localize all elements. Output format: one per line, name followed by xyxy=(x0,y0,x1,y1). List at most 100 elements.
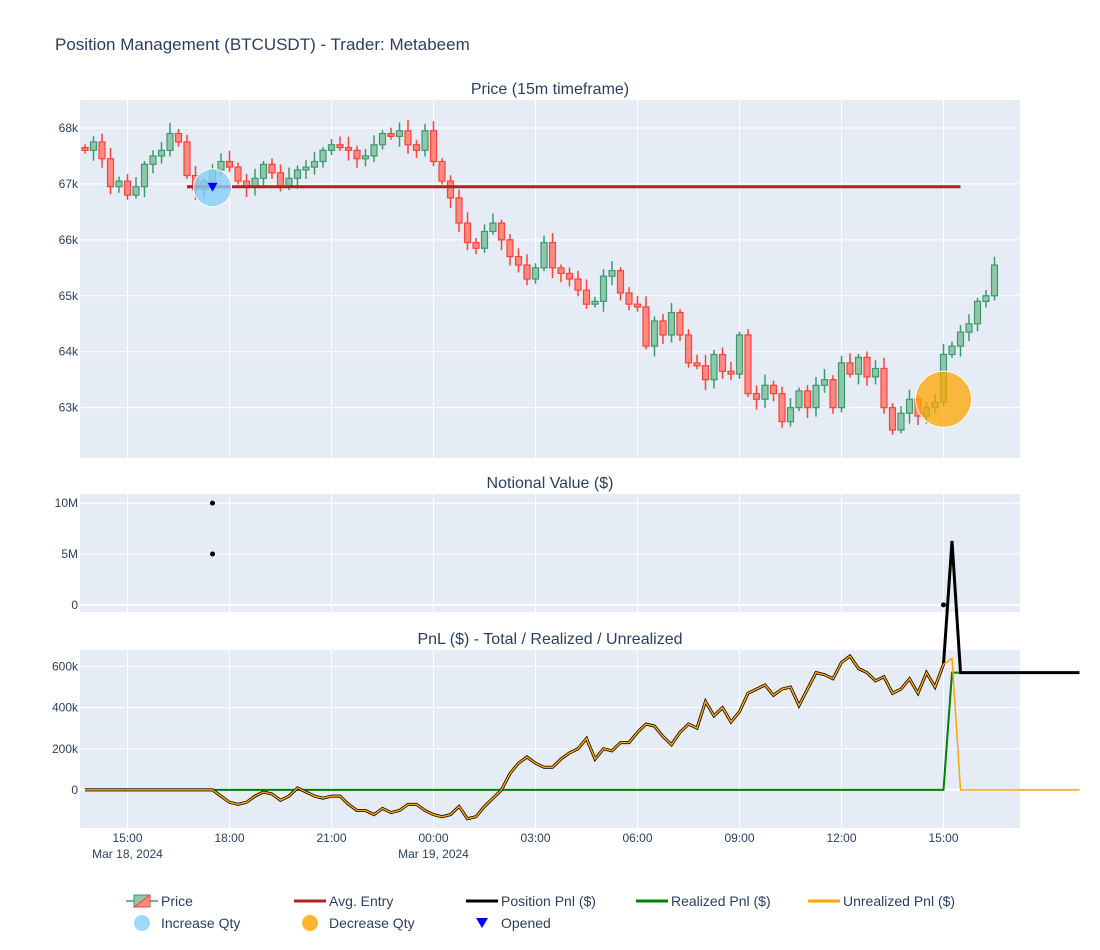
candle[interactable] xyxy=(183,134,191,179)
candle[interactable] xyxy=(871,360,880,385)
candle[interactable] xyxy=(506,234,514,266)
candle[interactable] xyxy=(157,142,166,164)
candle[interactable] xyxy=(778,386,786,428)
candle[interactable] xyxy=(166,122,174,157)
candle[interactable] xyxy=(769,380,778,402)
legend-item[interactable]: Realized Pnl ($) xyxy=(636,893,771,909)
candle[interactable] xyxy=(803,385,812,419)
candle[interactable] xyxy=(956,325,965,357)
candle[interactable] xyxy=(89,136,98,161)
candle[interactable] xyxy=(693,354,701,370)
candle[interactable] xyxy=(81,144,89,154)
candle[interactable] xyxy=(395,122,404,147)
candle[interactable] xyxy=(387,127,395,140)
legend-item[interactable]: Position Pnl ($) xyxy=(466,893,596,909)
notional-point[interactable] xyxy=(210,500,215,506)
candle[interactable] xyxy=(701,354,710,391)
candle[interactable] xyxy=(667,303,676,343)
candle[interactable] xyxy=(98,133,106,168)
candle[interactable] xyxy=(438,158,446,185)
candle[interactable] xyxy=(140,160,149,198)
candle[interactable] xyxy=(820,368,829,393)
candle[interactable] xyxy=(344,136,353,161)
legend-item[interactable]: Opened xyxy=(476,915,551,931)
candle[interactable] xyxy=(625,287,633,311)
candle[interactable] xyxy=(905,389,914,424)
pnl-lines[interactable] xyxy=(85,540,1080,821)
candle[interactable] xyxy=(565,267,574,287)
legend-item[interactable]: Price xyxy=(126,893,193,909)
candle[interactable] xyxy=(752,385,761,410)
candle[interactable] xyxy=(523,254,531,286)
candle[interactable] xyxy=(854,353,863,385)
candle[interactable] xyxy=(633,295,642,312)
candle[interactable] xyxy=(608,261,616,286)
candle[interactable] xyxy=(115,176,123,193)
candle[interactable] xyxy=(897,406,905,434)
candle[interactable] xyxy=(574,270,582,297)
candle[interactable] xyxy=(336,136,344,151)
candle[interactable] xyxy=(710,349,718,389)
candle[interactable] xyxy=(497,219,506,251)
candle[interactable] xyxy=(370,135,378,163)
candle[interactable] xyxy=(591,296,599,308)
candle[interactable] xyxy=(676,309,684,342)
candle[interactable] xyxy=(829,375,837,414)
unrealized-pnl-line[interactable] xyxy=(85,655,1080,820)
candle[interactable] xyxy=(489,213,497,235)
candle[interactable] xyxy=(795,387,803,412)
candle[interactable] xyxy=(225,150,234,172)
candle[interactable] xyxy=(429,121,438,167)
candle[interactable] xyxy=(480,224,489,253)
candle[interactable] xyxy=(557,264,565,283)
candle[interactable] xyxy=(353,145,361,168)
candle[interactable] xyxy=(455,189,463,233)
realized-pnl-line[interactable] xyxy=(85,671,1080,791)
notional-point[interactable] xyxy=(210,551,215,557)
legend-item[interactable]: Avg. Entry xyxy=(294,893,393,909)
candle[interactable] xyxy=(361,148,370,167)
candle[interactable] xyxy=(421,123,429,157)
candle[interactable] xyxy=(863,351,871,386)
candle[interactable] xyxy=(642,296,650,350)
candle[interactable] xyxy=(378,130,387,150)
candle[interactable] xyxy=(548,233,557,279)
candle[interactable] xyxy=(310,152,319,175)
candle[interactable] xyxy=(149,150,157,174)
candle[interactable] xyxy=(786,398,795,427)
candle[interactable] xyxy=(684,329,693,368)
candle[interactable] xyxy=(990,256,999,301)
candle[interactable] xyxy=(174,128,183,147)
candle[interactable] xyxy=(463,212,472,251)
candle[interactable] xyxy=(659,313,667,344)
legend-item[interactable]: Unrealized Pnl ($) xyxy=(808,893,955,909)
candle[interactable] xyxy=(880,357,888,414)
candle[interactable] xyxy=(404,120,412,154)
notional-points[interactable] xyxy=(210,500,946,608)
candle[interactable] xyxy=(446,175,455,209)
candle[interactable] xyxy=(761,374,769,409)
candle[interactable] xyxy=(948,341,956,358)
price-overlay[interactable] xyxy=(187,168,972,428)
candle[interactable] xyxy=(965,314,973,342)
candle[interactable] xyxy=(616,267,625,301)
candle[interactable] xyxy=(599,269,608,312)
opened-marker[interactable] xyxy=(207,182,218,192)
candle[interactable] xyxy=(132,177,140,199)
candle[interactable] xyxy=(302,160,310,179)
candle[interactable] xyxy=(582,279,591,309)
candle[interactable] xyxy=(888,403,897,435)
candle[interactable] xyxy=(973,298,982,332)
legend[interactable]: Price Avg. Entry Position Pnl ($) Realized … xyxy=(126,893,955,931)
candle[interactable] xyxy=(268,158,276,179)
legend-item[interactable]: Increase Qty xyxy=(134,915,240,931)
candle[interactable] xyxy=(727,361,735,381)
decrease-qty-marker[interactable] xyxy=(915,370,972,428)
candle[interactable] xyxy=(472,238,480,255)
candle[interactable] xyxy=(234,162,242,185)
candle[interactable] xyxy=(123,174,132,200)
candle[interactable] xyxy=(259,160,268,186)
candle[interactable] xyxy=(327,138,336,156)
candle[interactable] xyxy=(650,316,659,357)
candle[interactable] xyxy=(319,146,327,168)
